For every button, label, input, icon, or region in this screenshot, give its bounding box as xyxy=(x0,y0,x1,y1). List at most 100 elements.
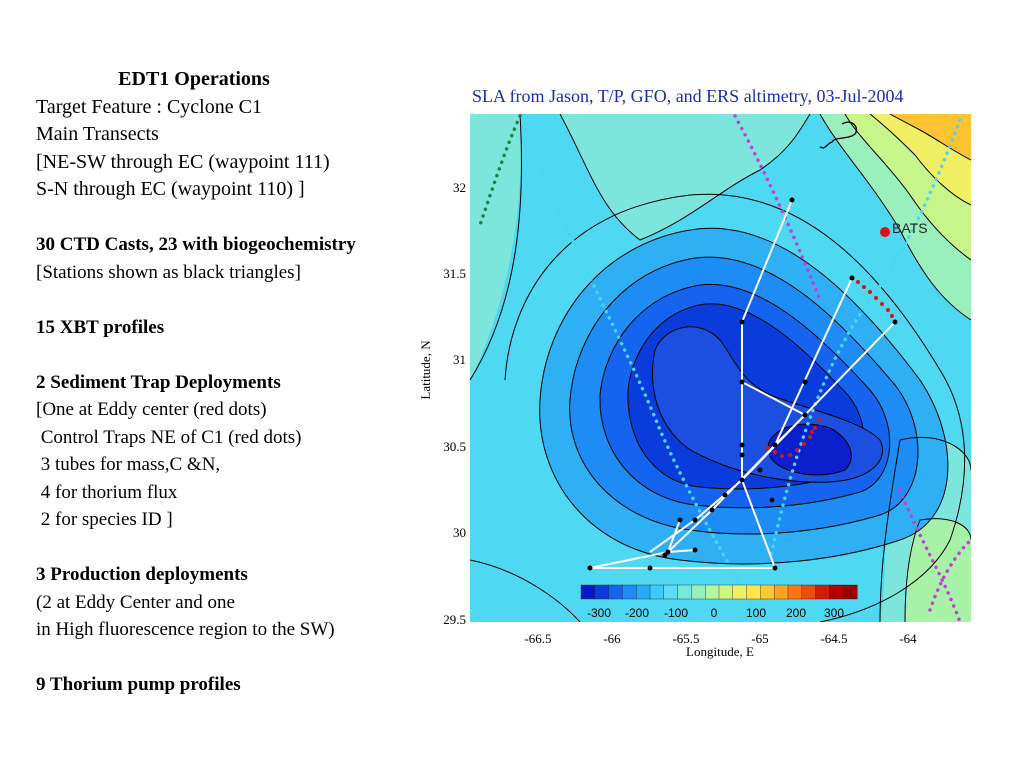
trap-line-1: [One at Eddy center (red dots) xyxy=(36,399,267,420)
production-line-2: in High fluorescence region to the SW) xyxy=(36,619,335,640)
ctd-station xyxy=(722,492,728,498)
trap-dot xyxy=(817,418,821,422)
ctd-station xyxy=(757,467,763,473)
colorbar-tick: 200 xyxy=(786,606,806,620)
ctd-station xyxy=(739,477,745,483)
trap-line-3: 3 tubes for mass,C &N, xyxy=(36,454,221,475)
altimetry-tracks xyxy=(478,114,971,622)
trap-title-line: 2 Sediment Trap Deployments xyxy=(36,371,281,393)
colorbar-swatch xyxy=(677,584,692,600)
contour-positive-1 xyxy=(470,114,810,240)
track-magenta xyxy=(898,488,962,622)
ctd-station xyxy=(587,565,593,571)
colorbar-swatch xyxy=(705,584,720,600)
thorium-pump-line: 9 Thorium pump profiles xyxy=(36,674,241,695)
ctd-stations xyxy=(587,197,898,571)
trap-dot xyxy=(766,446,770,450)
ctd-casts-line: 30 CTD Casts, 23 with biogeochemistry xyxy=(36,234,356,255)
colorbar-swatch xyxy=(787,584,803,600)
y-tick: 31 xyxy=(453,352,466,367)
colorbar-tick: 0 xyxy=(711,606,718,620)
ctd-station xyxy=(739,442,745,448)
x-axis-label: Longitude, E xyxy=(686,644,754,659)
y-axis-ticks: 32 31.5 31 30.5 30 29.5 xyxy=(443,180,466,627)
x-tick: -64 xyxy=(899,631,917,646)
trap-dot xyxy=(808,435,812,439)
trap-dot xyxy=(802,442,806,446)
contour-line xyxy=(470,114,523,381)
ctd-station xyxy=(709,507,715,513)
trap-dot xyxy=(813,426,817,430)
contour-lines xyxy=(470,114,971,622)
ctd-station xyxy=(739,452,745,458)
colorbar-swatch xyxy=(746,584,761,600)
main-transects-line: Main Transects xyxy=(36,123,159,145)
contour-field: BATS -300 -200 -100 0 100 200 300 xyxy=(470,114,971,622)
ctd-note-line: [Stations shown as black triangles] xyxy=(36,261,301,283)
contour-line xyxy=(819,114,971,321)
bats-marker xyxy=(880,227,890,237)
colorbar-swatch xyxy=(691,584,706,600)
trap-dot xyxy=(773,450,777,454)
colorbar-swatch xyxy=(760,584,775,600)
contour-minimum xyxy=(767,423,852,476)
x-tick: -64.5 xyxy=(820,631,847,646)
contour-line xyxy=(559,114,811,241)
ctd-station xyxy=(772,565,778,571)
contour-positive-west xyxy=(470,114,521,380)
trap-dot xyxy=(868,290,872,294)
colorbar-tick: 300 xyxy=(824,606,844,620)
track-cyan xyxy=(520,114,762,622)
contour-line xyxy=(889,114,971,161)
sediment-trap-drift xyxy=(766,280,894,458)
y-tick: 32 xyxy=(453,180,466,195)
ctd-station xyxy=(892,319,898,325)
ctd-station xyxy=(802,379,808,385)
ctd-station xyxy=(769,497,775,503)
y-axis-label: Latitude, N xyxy=(418,340,433,400)
trap-line-5: 2 for species ID ] xyxy=(36,509,173,530)
ctd-station xyxy=(802,412,808,418)
ctd-station xyxy=(692,517,698,523)
colorbar-swatch xyxy=(608,584,623,600)
transect-s-n-line: S-N through EC (waypoint 110) ] xyxy=(36,178,305,200)
ctd-station xyxy=(692,547,698,553)
ctd-station xyxy=(647,565,653,571)
track-cyan xyxy=(768,118,962,562)
x-tick: -66.5 xyxy=(524,631,551,646)
trap-dot xyxy=(880,302,884,306)
colorbar-tick: -100 xyxy=(664,606,688,620)
colorbar-swatch xyxy=(718,584,734,600)
colorbar-tick: 100 xyxy=(746,606,766,620)
bermuda-coastline xyxy=(819,121,858,149)
colorbar-swatch xyxy=(815,584,830,600)
transect-ne-sw-line: [NE-SW through EC (waypoint 111) xyxy=(36,150,330,173)
colorbar-tick: -200 xyxy=(625,606,649,620)
map-title: SLA from Jason, T/P, GFO, and ERS altime… xyxy=(472,86,904,106)
y-tick: 31.5 xyxy=(443,266,466,281)
trap-dot xyxy=(874,296,878,300)
transect-ne-sw xyxy=(589,277,853,569)
colorbar-swatch xyxy=(594,584,610,600)
x-axis-ticks: -66.5 -66 -65.5 -65 -64.5 -64 xyxy=(524,631,917,646)
x-tick: -65.5 xyxy=(672,631,699,646)
x-tick: -66 xyxy=(603,631,621,646)
y-tick: 30.5 xyxy=(443,439,466,454)
colorbar-swatch xyxy=(843,584,858,600)
track-magenta xyxy=(733,114,822,302)
contour-line xyxy=(844,114,971,261)
colorbar-tick: -300 xyxy=(587,606,611,620)
ctd-station xyxy=(677,517,683,523)
contour-line xyxy=(470,559,581,622)
trap-dot xyxy=(856,280,860,284)
colorbar-swatch xyxy=(580,584,596,600)
trap-dot xyxy=(810,430,814,434)
colorbar-swatch xyxy=(774,584,789,600)
colorbar-ticks: -300 -200 -100 0 100 200 300 xyxy=(587,606,844,620)
trap-line-2: Control Traps NE of C1 (red dots) xyxy=(36,426,302,448)
ctd-station xyxy=(849,275,855,281)
operations-heading: EDT1 Operations xyxy=(118,68,270,90)
trap-dot xyxy=(886,308,890,312)
x-tick: -65 xyxy=(751,631,768,646)
